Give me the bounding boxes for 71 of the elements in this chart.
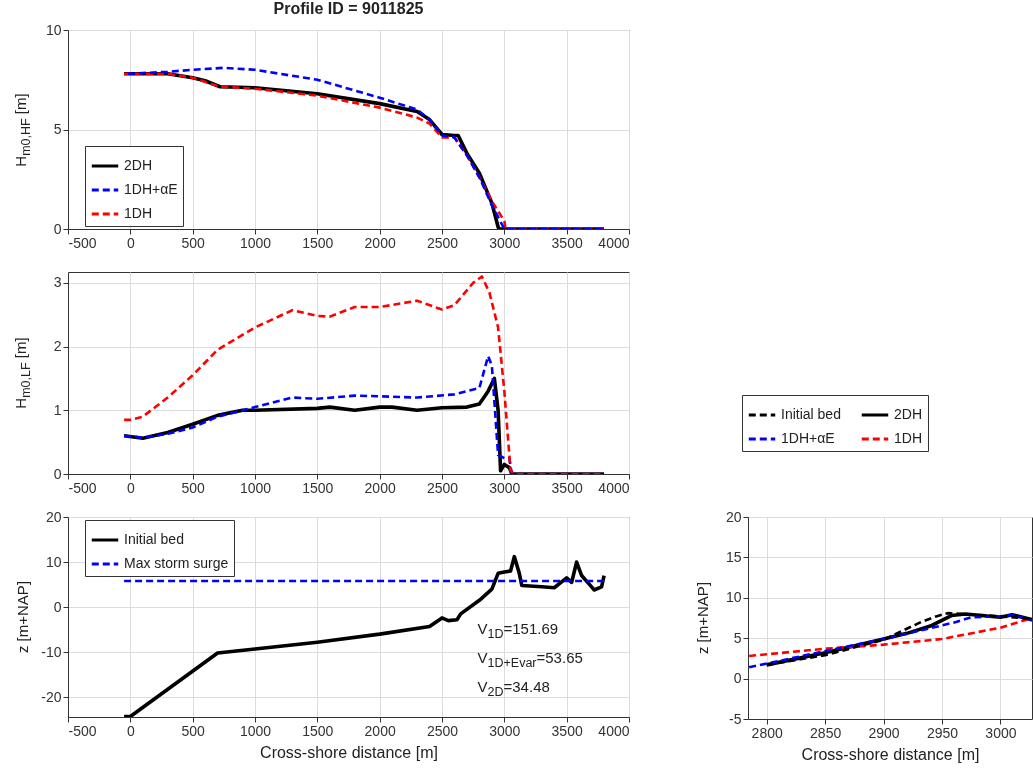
y-tick-label: 10 bbox=[45, 553, 62, 570]
y-tick-label: -5 bbox=[729, 710, 742, 727]
y-tick-label: 20 bbox=[45, 508, 62, 525]
x-tick-label: 1500 bbox=[302, 722, 334, 739]
chart-title: Profile ID = 9011825 bbox=[273, 0, 424, 17]
y-axis-title: z [m+NAP] bbox=[13, 580, 31, 654]
y-tick-label: 3 bbox=[53, 274, 62, 291]
legend-label: 2DH bbox=[124, 157, 153, 173]
x-tick-label: -500 bbox=[68, 479, 97, 496]
x-tick-label: 0 bbox=[126, 722, 135, 739]
y-tick-label: 0 bbox=[53, 220, 62, 237]
x-tick-label: 2500 bbox=[426, 722, 459, 739]
x-tick-label: 1000 bbox=[239, 234, 272, 251]
x-tick-label: 2800 bbox=[751, 724, 783, 741]
legend-label: Max storm surge bbox=[124, 555, 229, 571]
x-tick-label: 1500 bbox=[302, 479, 334, 496]
annotation: V$_{2D}$=34.48 bbox=[477, 677, 551, 701]
y-axis-title: z [m+NAP] bbox=[693, 581, 711, 655]
x-tick-label: 3000 bbox=[985, 724, 1017, 741]
x-tick-label: 4000 bbox=[598, 234, 630, 251]
legend-label: 1DH bbox=[894, 430, 923, 446]
x-tick-label: 3500 bbox=[551, 234, 583, 251]
y-tick-label: 0 bbox=[53, 465, 62, 482]
y-tick-label: 5 bbox=[53, 121, 62, 137]
legend-label: Initial bed bbox=[124, 531, 184, 547]
x-axis-title: Cross-shore distance [m] bbox=[260, 743, 438, 761]
annotation: V$_{1D+Evar}$=53.65 bbox=[477, 648, 583, 672]
x-tick-label: 2000 bbox=[364, 479, 396, 496]
x-tick-label: 1500 bbox=[302, 234, 334, 251]
annotation: V$_{1D}$=151.69 bbox=[477, 619, 560, 643]
x-tick-label: 500 bbox=[181, 722, 206, 739]
y-tick-label: 0 bbox=[733, 670, 742, 687]
x-tick-label: -500 bbox=[68, 234, 97, 251]
x-tick-label: 3500 bbox=[551, 722, 583, 739]
y-tick-label: 0 bbox=[53, 598, 62, 615]
y-tick-label: 5 bbox=[733, 629, 742, 646]
y-tick-label: 15 bbox=[725, 548, 742, 565]
x-tick-label: 0 bbox=[126, 234, 135, 251]
x-tick-label: 2900 bbox=[868, 724, 900, 741]
x-tick-label: 2850 bbox=[810, 724, 842, 741]
x-tick-label: 500 bbox=[181, 479, 206, 496]
x-tick-label: 4000 bbox=[598, 479, 630, 496]
x-tick-label: 500 bbox=[181, 234, 206, 251]
y-tick-label: 10 bbox=[45, 21, 62, 38]
x-tick-label: -500 bbox=[68, 722, 97, 739]
x-tick-label: 4000 bbox=[598, 722, 630, 739]
x-tick-label: 3500 bbox=[551, 479, 583, 496]
y-tick-label: 20 bbox=[725, 508, 742, 525]
x-axis-title: Cross-shore distance [m] bbox=[801, 745, 980, 763]
x-tick-label: 2950 bbox=[926, 724, 959, 741]
y-tick-label: -20 bbox=[41, 688, 62, 705]
x-tick-label: 2000 bbox=[364, 234, 396, 251]
legend-label: 1DH bbox=[124, 205, 153, 221]
y-tick-label: 10 bbox=[725, 589, 742, 606]
legend-label: Initial bed bbox=[781, 406, 841, 422]
x-tick-label: 3000 bbox=[489, 234, 521, 251]
x-tick-label: 2000 bbox=[364, 722, 396, 739]
x-tick-label: 3000 bbox=[489, 479, 521, 496]
legend-label: 2DH bbox=[894, 406, 923, 422]
y-tick-label: -10 bbox=[41, 643, 62, 660]
x-tick-label: 1000 bbox=[239, 479, 272, 496]
y-tick-label: 1 bbox=[53, 401, 62, 418]
legend-label: 1DH+αE bbox=[781, 430, 835, 446]
x-tick-label: 0 bbox=[126, 479, 135, 496]
x-tick-label: 3000 bbox=[489, 722, 521, 739]
y-tick-label: 2 bbox=[53, 338, 62, 355]
legend-label: 1DH+αE bbox=[124, 181, 178, 197]
x-tick-label: 2500 bbox=[426, 479, 459, 496]
x-tick-label: 1000 bbox=[239, 722, 272, 739]
line-series bbox=[122, 554, 606, 717]
x-tick-label: 2500 bbox=[426, 234, 459, 251]
